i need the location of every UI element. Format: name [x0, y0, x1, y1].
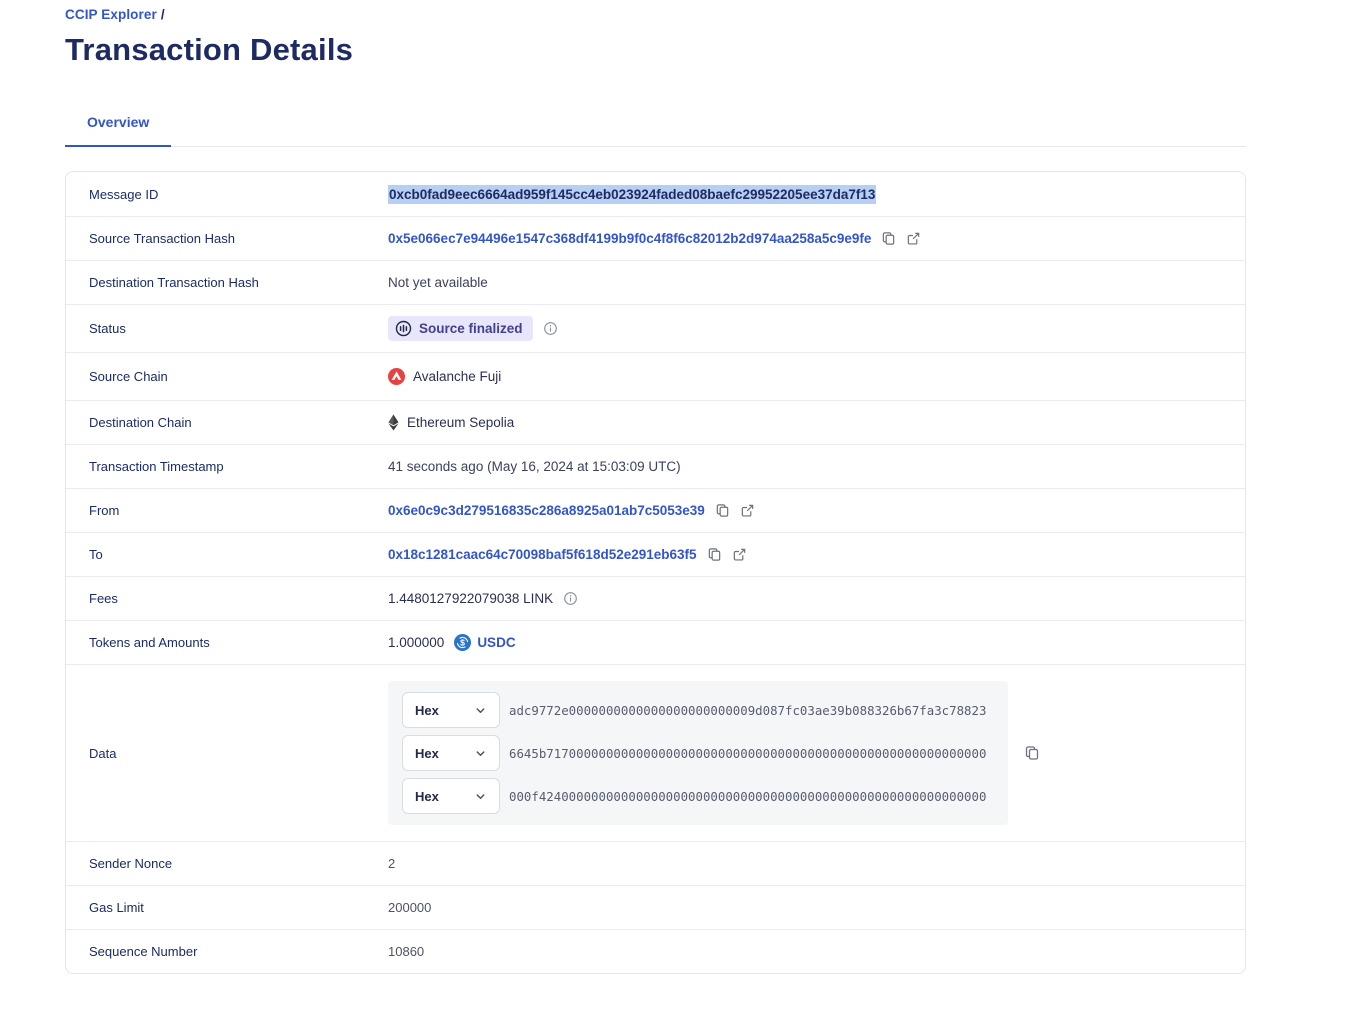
data-hex-value[interactable]: adc9772e0000000000000000000000009d087fc0… [509, 702, 987, 718]
data-label: Data [89, 745, 117, 761]
dest-tx-hash-value: Not yet available [388, 275, 488, 290]
tab-bar: Overview [65, 114, 1246, 147]
hex-format-select[interactable]: Hex [402, 692, 500, 728]
data-hex-value[interactable]: 000f424000000000000000000000000000000000… [509, 788, 987, 804]
row-from: From 0x6e0c9c3d279516835c286a8925a01ab7c… [66, 488, 1245, 532]
sender-nonce-value: 2 [388, 856, 396, 871]
external-link-icon[interactable] [732, 547, 747, 562]
sender-nonce-label: Sender Nonce [89, 856, 173, 871]
token-amount: 1.000000 [388, 635, 445, 650]
external-link-icon[interactable] [740, 503, 755, 518]
timestamp-label: Transaction Timestamp [89, 459, 224, 474]
external-link-icon[interactable] [906, 231, 921, 246]
source-tx-hash-label: Source Transaction Hash [89, 231, 235, 246]
sequence-number-value: 10860 [388, 944, 425, 959]
usdc-token-link[interactable]: USDC [477, 635, 516, 650]
avalanche-icon [388, 368, 405, 385]
row-sequence-number: Sequence Number 10860 [66, 929, 1245, 973]
source-tx-hash-link[interactable]: 0x5e066ec7e94496e1547c368df4199b9f0c4f8f… [388, 231, 872, 246]
copy-icon[interactable] [881, 231, 896, 246]
fees-label: Fees [89, 591, 118, 606]
page-title: Transaction Details [65, 32, 354, 67]
status-badge: Source finalized [388, 316, 533, 341]
chevron-down-icon [476, 750, 485, 756]
data-line: Hex 000f42400000000000000000000000000000… [402, 778, 994, 814]
row-dest-chain: Destination Chain Ethereum Sepolia [66, 400, 1245, 444]
data-line: Hex 6645b7170000000000000000000000000000… [402, 735, 994, 771]
to-label: To [89, 547, 103, 562]
row-message-id: Message ID 0xcb0fad9eec6664ad959f145cc4e… [66, 172, 1245, 216]
transaction-details-page: CCIP Explorer / Transaction Details Overv… [65, 7, 1246, 974]
fees-value: 1.4480127922079038 LINK [388, 591, 554, 606]
timestamp-value: 41 seconds ago (May 16, 2024 at 15:03:09… [388, 459, 681, 474]
from-address-link[interactable]: 0x6e0c9c3d279516835c286a8925a01ab7c5053e… [388, 503, 705, 518]
ethereum-icon [388, 414, 399, 431]
breadcrumb: CCIP Explorer / [65, 7, 1246, 22]
row-dest-tx-hash: Destination Transaction Hash Not yet ava… [66, 260, 1245, 304]
copy-icon[interactable] [715, 503, 730, 518]
gas-limit-label: Gas Limit [89, 900, 144, 915]
to-address-link[interactable]: 0x18c1281caac64c70098baf5f618d52e291eb63… [388, 547, 697, 562]
data-hex-value[interactable]: 6645b71700000000000000000000000000000000… [509, 745, 987, 761]
row-fees: Fees 1.4480127922079038 LINK [66, 576, 1245, 620]
data-panel: Hex adc9772e0000000000000000000000009d08… [388, 681, 1008, 825]
row-data: Data Hex adc9772e00000000000000000000000… [66, 664, 1245, 841]
copy-icon[interactable] [707, 547, 722, 562]
message-id-label: Message ID [89, 186, 159, 202]
tab-overview[interactable]: Overview [65, 114, 172, 147]
row-source-tx-hash: Source Transaction Hash 0x5e066ec7e94496… [66, 216, 1245, 260]
row-to: To 0x18c1281caac64c70098baf5f618d52e291e… [66, 532, 1245, 576]
from-label: From [89, 503, 120, 518]
chevron-down-icon [476, 707, 485, 713]
sequence-number-label: Sequence Number [89, 944, 198, 959]
status-label: Status [89, 321, 126, 336]
status-badge-text: Source finalized [419, 321, 523, 336]
gas-limit-value: 200000 [388, 900, 432, 915]
hex-format-select[interactable]: Hex [402, 778, 500, 814]
hex-select-value: Hex [415, 702, 439, 718]
row-sender-nonce: Sender Nonce 2 [66, 841, 1245, 885]
svg-text:$: $ [460, 638, 465, 648]
fees-info-icon[interactable] [563, 591, 578, 606]
usdc-icon: $ [454, 634, 472, 651]
hex-select-value: Hex [415, 745, 439, 761]
message-id-value[interactable]: 0xcb0fad9eec6664ad959f145cc4eb023924fade… [388, 184, 877, 204]
dest-chain-label: Destination Chain [89, 415, 192, 430]
source-chain-label: Source Chain [89, 369, 168, 384]
chevron-down-icon [476, 793, 485, 799]
breadcrumb-ccip-explorer-link[interactable]: CCIP Explorer [65, 7, 157, 22]
row-tokens-and-amounts: Tokens and Amounts 1.000000 $ USDC [66, 620, 1245, 664]
dest-tx-hash-label: Destination Transaction Hash [89, 275, 259, 290]
transaction-details-card: Message ID 0xcb0fad9eec6664ad959f145cc4e… [65, 171, 1246, 974]
tokens-label: Tokens and Amounts [89, 635, 210, 650]
row-source-chain: Source Chain Avalanche Fuji [66, 352, 1245, 400]
dest-chain-value: Ethereum Sepolia [407, 415, 515, 430]
row-gas-limit: Gas Limit 200000 [66, 885, 1245, 929]
source-chain-value: Avalanche Fuji [413, 369, 502, 384]
breadcrumb-separator: / [160, 7, 165, 22]
copy-data-icon[interactable] [1024, 745, 1040, 761]
row-status: Status Source finalized [66, 304, 1245, 352]
hex-select-value: Hex [415, 788, 439, 804]
data-line: Hex adc9772e0000000000000000000000009d08… [402, 692, 994, 728]
status-progress-icon [395, 320, 412, 337]
hex-format-select[interactable]: Hex [402, 735, 500, 771]
status-info-icon[interactable] [543, 321, 558, 336]
row-timestamp: Transaction Timestamp 41 seconds ago (Ma… [66, 444, 1245, 488]
